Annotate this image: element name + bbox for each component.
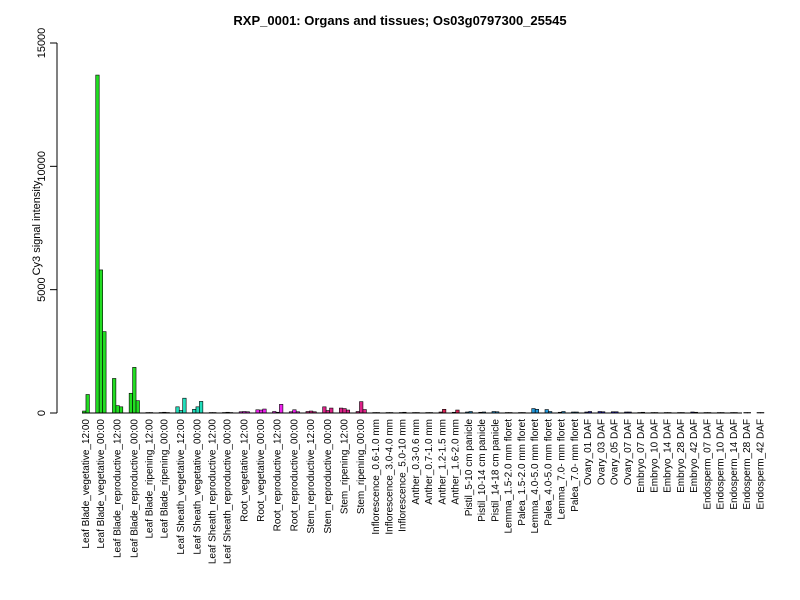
bar bbox=[746, 412, 751, 414]
bar bbox=[322, 406, 327, 414]
bar bbox=[98, 269, 103, 414]
bar bbox=[112, 378, 117, 414]
category-label: Leaf Blade_reproductive_12:00 bbox=[113, 419, 124, 558]
category-label: Inflorescence_0.6-1.0 mm bbox=[371, 419, 382, 535]
category-label: Leaf Sheath_reproductive_00:00 bbox=[223, 419, 234, 565]
bar bbox=[743, 412, 748, 414]
category-label: Pistil_14-18 cm panicle bbox=[490, 419, 501, 522]
category-label: Leaf Blade_vegetative_12:00 bbox=[81, 419, 92, 549]
category-label: Palea_7.0- mm floret bbox=[570, 419, 581, 512]
bar bbox=[182, 397, 187, 414]
bar bbox=[195, 406, 200, 414]
category-label: Ovary_05 DAF bbox=[610, 419, 621, 485]
category-label: Leaf Sheath_vegetative_00:00 bbox=[193, 419, 204, 555]
category-label: Inflorescence_3.0-4.0 mm bbox=[384, 419, 395, 535]
category-label: Embryo_07 DAF bbox=[636, 419, 647, 493]
category-label: Embryo_14 DAF bbox=[663, 419, 674, 493]
y-tick-label: 10000 bbox=[36, 151, 48, 182]
category-label: Endosperm_07 DAF bbox=[702, 419, 713, 510]
category-label: Leaf Blade_reproductive_00:00 bbox=[129, 419, 140, 558]
bar bbox=[534, 408, 539, 414]
bar bbox=[95, 74, 100, 414]
category-label: Ovary_01 DAF bbox=[583, 419, 594, 485]
bar bbox=[531, 408, 536, 414]
category-label: Embryo_28 DAF bbox=[676, 419, 687, 493]
bar bbox=[279, 404, 284, 414]
category-label: Embryo_42 DAF bbox=[689, 419, 700, 493]
category-label: Endosperm_28 DAF bbox=[742, 419, 753, 510]
category-label: Endosperm_42 DAF bbox=[755, 419, 766, 510]
category-label: Leaf Sheath_vegetative_12:00 bbox=[176, 419, 187, 555]
category-label: Lemma_7.0- mm floret bbox=[557, 419, 568, 520]
bars bbox=[82, 74, 765, 414]
bar bbox=[115, 405, 120, 414]
category-label: Stem_reproductive_00:00 bbox=[323, 419, 334, 534]
bar bbox=[359, 401, 364, 414]
chart-title: RXP_0001: Organs and tissues; Os03g07973… bbox=[233, 13, 566, 28]
category-label: Anther_0.3-0.6 mm bbox=[411, 419, 422, 505]
category-label: Root_vegetative_12:00 bbox=[239, 419, 250, 522]
bar bbox=[262, 408, 267, 414]
bar bbox=[119, 406, 124, 414]
bar bbox=[102, 331, 107, 414]
bar bbox=[192, 408, 197, 414]
bar bbox=[329, 407, 334, 414]
category-label: Pistil_5-10 cm panicle bbox=[464, 419, 475, 517]
category-label: Anther_1.2-1.5 mm bbox=[437, 419, 448, 505]
category-label: Ovary_07 DAF bbox=[623, 419, 634, 485]
category-label: Root_reproductive_00:00 bbox=[289, 419, 300, 532]
y-axis-label: Cy3 signal intensity bbox=[31, 180, 43, 275]
bar bbox=[760, 412, 765, 414]
category-label: Palea_4.0-5.0 mm floret bbox=[543, 419, 554, 526]
category-label: Embryo_10 DAF bbox=[649, 419, 660, 493]
bar bbox=[544, 409, 549, 414]
bar bbox=[132, 367, 137, 414]
category-label: Stem_reproductive_12:00 bbox=[306, 419, 317, 534]
bar bbox=[756, 412, 761, 414]
category-label: Lemma_4.0-5.0 mm floret bbox=[530, 419, 541, 534]
bar bbox=[175, 406, 180, 414]
category-label: Root_reproductive_12:00 bbox=[273, 419, 284, 532]
bar bbox=[339, 407, 344, 414]
category-label: Endosperm_10 DAF bbox=[716, 419, 727, 510]
bar bbox=[442, 408, 447, 414]
bar bbox=[199, 401, 204, 414]
category-label: Ovary_03 DAF bbox=[596, 419, 607, 485]
y-tick-label: 15000 bbox=[36, 28, 48, 59]
bar bbox=[85, 394, 90, 414]
bar bbox=[362, 409, 367, 414]
bar bbox=[342, 408, 347, 414]
category-label: Leaf Blade_ripening_00:00 bbox=[159, 419, 170, 539]
category-label: Leaf Blade_vegetative_00:00 bbox=[96, 419, 107, 549]
category-label: Endosperm_14 DAF bbox=[729, 419, 740, 510]
category-label: Stem_ripening_00:00 bbox=[356, 419, 367, 515]
category-label: Root_vegetative_00:00 bbox=[256, 419, 267, 522]
y-axis: 0 5000 10000 15000 bbox=[36, 28, 58, 416]
bar bbox=[135, 400, 140, 414]
y-tick-label: 5000 bbox=[36, 277, 48, 301]
category-label: Anther_1.6-2.0 mm bbox=[451, 419, 462, 505]
category-label: Inflorescence_5.0-10 mm bbox=[398, 419, 409, 532]
category-label: Leaf Sheath_reproductive_12:00 bbox=[208, 419, 219, 565]
y-tick-label: 0 bbox=[36, 410, 48, 416]
category-label: Stem_ripening_12:00 bbox=[340, 419, 351, 515]
category-label: Palea_1.5-2.0 mm floret bbox=[517, 419, 528, 526]
category-label: Anther_0.7-1.0 mm bbox=[424, 419, 435, 505]
bar bbox=[128, 392, 133, 414]
category-labels: Leaf Blade_vegetative_12:00 Leaf Blade_ve… bbox=[81, 419, 767, 565]
category-label: Lemma_1.5-2.0 mm floret bbox=[504, 419, 515, 534]
category-label: Pistil_10-14 cm panicle bbox=[477, 419, 488, 522]
category-label: Leaf Blade_ripening_12:00 bbox=[144, 419, 155, 539]
